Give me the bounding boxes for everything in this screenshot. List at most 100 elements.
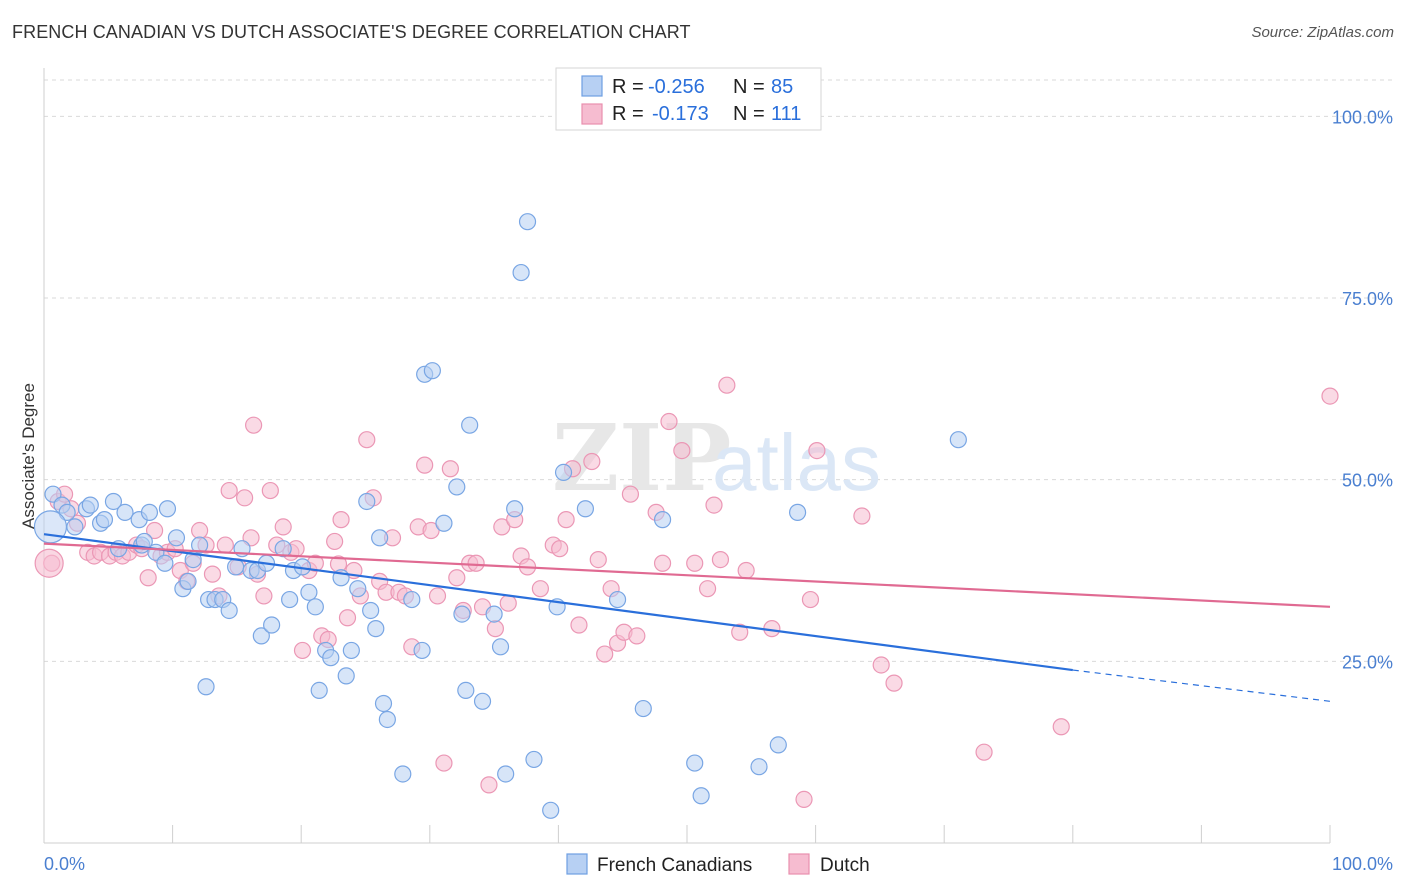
french-canadian-point — [81, 496, 99, 514]
dutch-point — [975, 743, 993, 761]
french-canadian-point — [374, 694, 393, 713]
dutch-point — [493, 518, 511, 536]
dutch-point — [293, 641, 312, 660]
french-canadian-point — [403, 590, 421, 609]
french-canadian-point — [156, 554, 174, 572]
dutch-point — [1321, 387, 1339, 405]
dutch-point — [245, 416, 263, 434]
french-canadian-point — [435, 514, 453, 532]
trend-lines — [43, 533, 1331, 702]
y-tick-label: 100.0% — [1332, 107, 1393, 127]
french-canadian-point — [423, 362, 441, 380]
french-canadian-point — [358, 492, 376, 511]
french-canadian-point — [371, 529, 389, 547]
french-canadian-point — [497, 765, 515, 783]
french-canadian-point — [554, 463, 573, 481]
dutch-point — [255, 587, 273, 605]
watermark-atlas: atlas — [712, 418, 881, 507]
dutch-point — [428, 587, 447, 605]
dutch-point — [203, 565, 222, 583]
french-canadian-point-cluster — [33, 510, 68, 544]
legend-n-value-2: 111 — [771, 103, 801, 125]
dutch-point — [589, 550, 607, 569]
french-canadian-point — [263, 616, 281, 634]
legend-n-label-1: N = — [733, 76, 765, 98]
dutch-point — [332, 511, 350, 529]
dutch-point — [261, 481, 279, 500]
dutch-point — [557, 511, 575, 529]
x-tick-labels: 0.0% 100.0% — [44, 854, 1393, 874]
french-canadian-point — [686, 754, 704, 772]
bottom-swatch-dutch — [788, 853, 810, 875]
dutch-point — [435, 754, 453, 772]
french-canadian-point — [274, 540, 292, 558]
french-canadian-point — [576, 500, 595, 518]
dutch-point — [236, 489, 254, 507]
french-canadian-point — [949, 431, 967, 449]
watermark-zip: ZIP — [552, 404, 731, 512]
french-canadian-points — [33, 213, 967, 819]
dutch-point — [711, 550, 730, 569]
french-canadian-point — [66, 518, 84, 536]
chart-title: FRENCH CANADIAN VS DUTCH ASSOCIATE'S DEG… — [12, 22, 691, 42]
y-tick-label: 75.0% — [1342, 289, 1393, 309]
french-canadian-point — [461, 416, 479, 434]
french-canadian-point — [300, 583, 318, 601]
dutch-trend-line — [43, 542, 1331, 608]
dutch-point — [191, 521, 209, 540]
dutch-point — [853, 507, 871, 525]
french-canadian-point — [140, 503, 159, 521]
dutch-point — [885, 674, 903, 692]
dutch-point — [358, 431, 376, 449]
dutch-point — [795, 790, 813, 809]
french-canadian-point — [281, 590, 299, 609]
dutch-point — [441, 460, 459, 478]
french-canadian-point — [453, 605, 471, 623]
dutch-point — [583, 452, 601, 471]
dutch-point — [801, 590, 820, 609]
legend-r-label-1: R = — [612, 76, 644, 98]
bottom-legend-dutch: Dutch — [820, 855, 870, 876]
dutch-point — [872, 656, 890, 674]
french-canadian-point — [485, 605, 503, 623]
dutch-point — [326, 532, 344, 551]
x-tick-label: 100.0% — [1332, 854, 1393, 874]
dutch-point — [486, 620, 504, 638]
dutch-point — [698, 580, 717, 598]
dutch-point — [551, 540, 569, 558]
french-canadian-point — [769, 736, 787, 754]
series-legend: French Canadians Dutch — [566, 853, 870, 876]
dutch-point — [139, 569, 157, 587]
bottom-swatch-french-canadians — [566, 853, 588, 875]
french-canadian-point — [457, 681, 475, 700]
x-tick-label: 0.0% — [44, 854, 85, 874]
french-canadian-point — [197, 678, 215, 696]
dutch-point — [705, 496, 723, 514]
dutch-point — [731, 623, 749, 641]
french-canadian-point — [95, 511, 114, 529]
correlation-legend: R = -0.256 N = 85 R = -0.173 N = 111 — [555, 67, 822, 131]
french-canadian-point — [362, 601, 380, 620]
french-canadian-point — [104, 492, 123, 511]
french-canadian-point — [506, 500, 524, 518]
bottom-legend-french-canadians: French Canadians — [597, 855, 752, 876]
legend-r-value-2: -0.173 — [652, 103, 709, 125]
dutch-point — [628, 627, 646, 645]
dutch-point — [596, 645, 614, 663]
dutch-point — [660, 412, 678, 431]
french-canadian-point — [337, 667, 355, 685]
dutch-point — [467, 554, 485, 572]
french-canadian-point — [473, 692, 492, 710]
dutch-point — [718, 376, 736, 394]
french-canadian-point — [342, 641, 360, 660]
watermark: ZIP atlas — [552, 404, 881, 512]
dutch-point — [448, 569, 466, 587]
legend-swatch-blue — [581, 75, 603, 97]
dutch-point — [422, 521, 440, 540]
french-canadian-point — [349, 580, 367, 598]
dutch-point — [653, 554, 672, 572]
dutch-point — [216, 536, 234, 554]
french-canadian-point — [525, 750, 543, 769]
dutch-point — [1052, 718, 1070, 736]
french-canadian-point — [518, 213, 537, 231]
